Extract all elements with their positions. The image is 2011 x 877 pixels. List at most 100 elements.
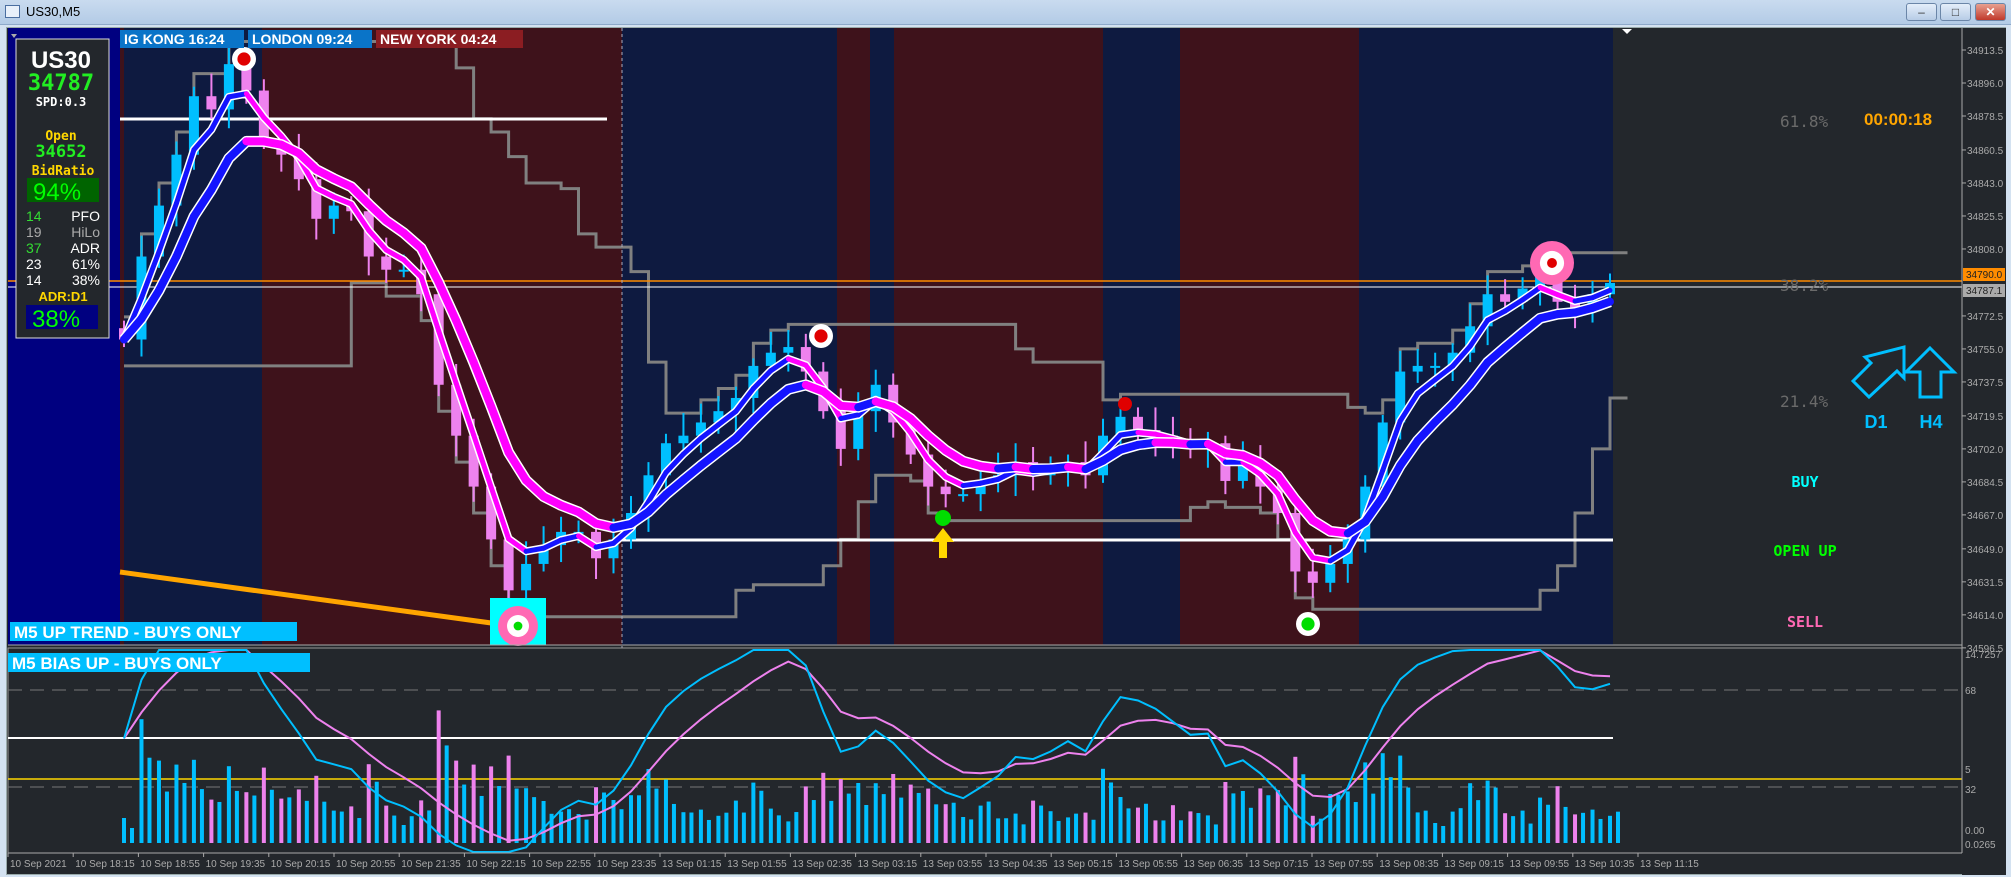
volume-bar [681, 812, 686, 843]
last-price-box [1963, 284, 2005, 297]
fast-ma-line [611, 525, 634, 546]
candle-body [1290, 513, 1301, 572]
volume-bar [881, 794, 886, 843]
buy-signal-dot [938, 513, 948, 523]
volume-bar [716, 815, 721, 843]
indicator-tick-label: 14.7257 [1965, 650, 2002, 661]
candle-body [1500, 294, 1511, 302]
sell-signal-dot [1121, 400, 1129, 408]
fast-ma-line [138, 249, 162, 301]
volume-bar [314, 775, 319, 843]
volume-bar [576, 814, 581, 843]
volume-bar [1126, 808, 1131, 843]
slow-ma-line [1448, 381, 1475, 409]
price-tick-label: 34843.0 [1967, 179, 2004, 190]
volume-bar [1318, 818, 1323, 843]
fast-ma-line [156, 200, 179, 255]
bid-ratio-value: 94% [33, 179, 81, 206]
trend-banner [10, 622, 297, 641]
fast-ma-line [418, 274, 442, 334]
fast-ma-line [750, 368, 774, 392]
price-axis[interactable] [1962, 28, 2006, 875]
candle-body [1237, 462, 1248, 481]
volume-bar [1301, 774, 1306, 843]
volume-bar [1581, 812, 1586, 843]
indicator-tick-label: 32 [1965, 785, 1977, 796]
menu-triangle-icon[interactable] [11, 34, 17, 38]
time-tick-label: 13 Sep 03:55 [923, 859, 983, 870]
volume-bar [304, 800, 309, 843]
price-tick-label: 34878.5 [1967, 112, 2004, 123]
volume-bar [706, 819, 711, 843]
slow-ma-line [417, 244, 443, 287]
fast-ma-line [1520, 285, 1543, 303]
volume-bar [1590, 809, 1595, 843]
price-tick-label: 34684.5 [1967, 478, 2004, 489]
candle-body [1447, 352, 1458, 366]
minimize-button[interactable]: – [1906, 3, 1937, 21]
volume-bar [339, 811, 344, 843]
volume-bar [1021, 824, 1026, 843]
sell-label: SELL [1787, 613, 1823, 631]
volume-bar [541, 801, 546, 843]
volume-bar [1135, 807, 1140, 843]
volume-bar [409, 816, 414, 843]
volume-bar [497, 786, 502, 843]
sell-signal-dot [814, 329, 828, 343]
volume-bar [1328, 794, 1333, 843]
price-tick-label: 34667.0 [1967, 511, 2004, 522]
fast-ma-line [436, 328, 459, 386]
fast-ma-line [1380, 418, 1403, 473]
volume-bar [217, 801, 222, 843]
volume-bar [1398, 755, 1403, 843]
fast-ma-line [1450, 343, 1473, 369]
time-tick-label: 13 Sep 11:15 [1640, 859, 1699, 870]
volume-bar [751, 782, 756, 843]
signal-line [123, 649, 1611, 842]
volume-bar [916, 792, 921, 843]
time-tick-label: 13 Sep 03:15 [858, 859, 918, 870]
volume-bar [978, 805, 983, 843]
slow-ma-line [154, 252, 181, 295]
slow-ma-line [731, 416, 758, 443]
volume-bar [1161, 820, 1166, 843]
fast-ma-line [645, 469, 669, 505]
bid-ratio-label: BidRatio [32, 164, 95, 179]
bid-ratio-box [27, 178, 99, 202]
time-tick-label: 13 Sep 04:35 [988, 859, 1048, 870]
last-price-label: 34787.1 [1966, 286, 2003, 297]
volume-bar [829, 800, 834, 843]
volume-bar [444, 745, 449, 843]
volume-bar [489, 766, 494, 843]
fast-ma-line [1275, 491, 1298, 536]
volume-bar [1458, 808, 1463, 843]
open-value: 34652 [35, 142, 86, 162]
time-tick-label: 10 Sep 21:35 [401, 859, 461, 870]
close-button[interactable]: ✕ [1975, 3, 2006, 21]
price-tick-label: 34702.0 [1967, 445, 2004, 456]
volume-bar [1511, 816, 1516, 843]
candle-body [713, 411, 724, 423]
volume-bar [252, 795, 257, 843]
fast-ma-line [1502, 297, 1526, 314]
window-title: US30,M5 [26, 4, 81, 19]
chart-shift-icon[interactable] [1622, 29, 1632, 34]
volume-bar [1345, 791, 1350, 843]
fast-ma-line [506, 536, 529, 554]
fast-ma-line [593, 540, 617, 550]
volume-bar [1178, 820, 1183, 843]
volume-bar [532, 797, 537, 843]
fast-ma-line [191, 127, 214, 153]
slow-ma-line [189, 185, 216, 221]
volume-bar [1485, 780, 1490, 843]
fast-ma-line [1485, 308, 1508, 323]
fast-ma-line [1257, 471, 1281, 497]
volume-bar [1118, 797, 1123, 843]
volume-bar [1039, 805, 1044, 843]
session-background-asia [870, 28, 894, 645]
candle-body [1307, 571, 1318, 583]
volume-bar [427, 810, 432, 843]
maximize-button[interactable]: □ [1940, 3, 1971, 21]
adr-label: ADR:D1 [38, 289, 87, 304]
